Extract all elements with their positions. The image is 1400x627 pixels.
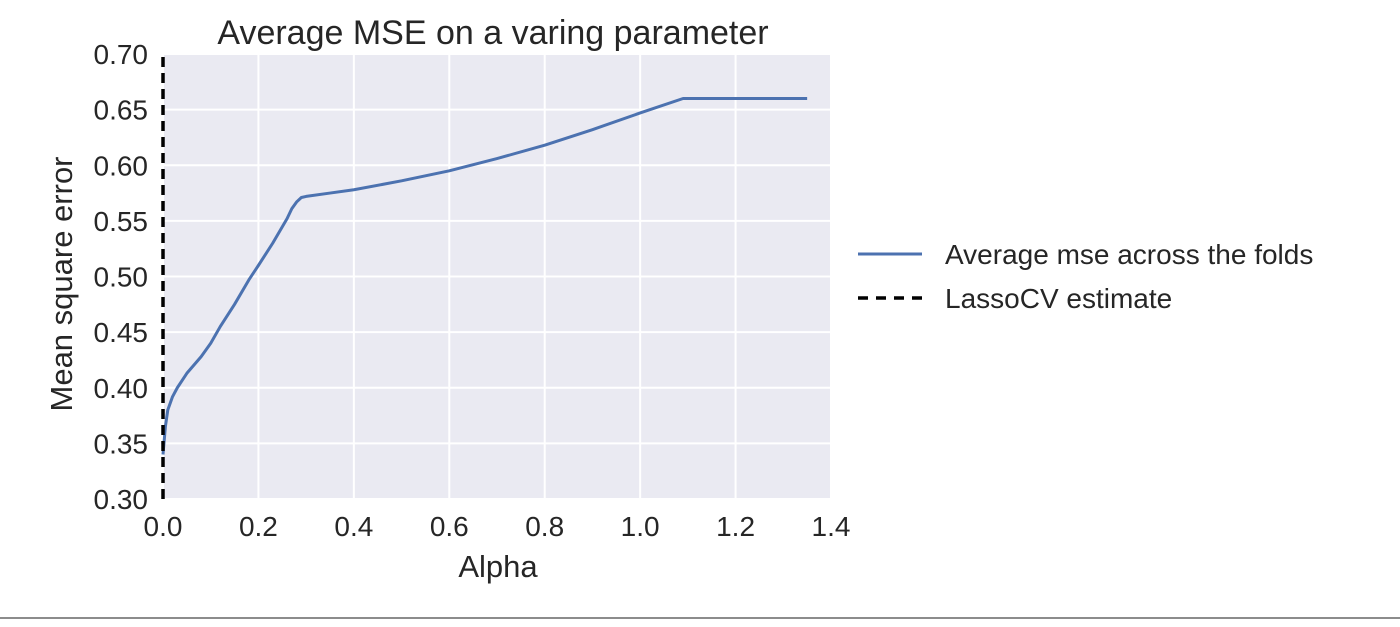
chart-title: Average MSE on a varing parameter: [217, 14, 768, 52]
legend-label: LassoCV estimate: [945, 283, 1172, 314]
x-tick-label: 0.8: [525, 511, 564, 542]
x-axis-label: Alpha: [458, 549, 538, 584]
y-axis-label: Mean square error: [44, 156, 79, 411]
y-tick-label: 0.70: [94, 39, 149, 70]
y-tick-label: 0.45: [94, 317, 149, 348]
series-layer: [161, 54, 808, 499]
average-mse-line: [161, 97, 808, 455]
x-tick-label: 1.2: [716, 511, 755, 542]
x-axis-ticks: 0.0 0.2 0.4 0.6 0.8 1.0 1.2 1.4: [144, 511, 851, 542]
y-tick-label: 0.60: [94, 150, 149, 181]
y-tick-label: 0.35: [94, 428, 149, 459]
x-tick-label: 1.0: [621, 511, 660, 542]
x-tick-label: 1.4: [812, 511, 851, 542]
y-axis-ticks: 0.30 0.35 0.40 0.45 0.50 0.55 0.60 0.65 0.70: [94, 39, 149, 515]
x-tick-label: 0.4: [334, 511, 373, 542]
x-tick-label: 0.0: [144, 511, 183, 542]
y-tick-label: 0.40: [94, 373, 149, 404]
legend: Average mse across the folds LassoCV esti…: [858, 239, 1313, 314]
y-tick-label: 0.30: [94, 484, 149, 515]
y-tick-label: 0.50: [94, 262, 149, 293]
grid-lines: [162, 53, 832, 500]
legend-label: Average mse across the folds: [945, 239, 1313, 270]
x-tick-label: 0.2: [239, 511, 278, 542]
bottom-divider: [0, 617, 1400, 619]
y-tick-label: 0.55: [94, 206, 149, 237]
y-tick-label: 0.65: [94, 95, 149, 126]
x-tick-label: 0.6: [430, 511, 469, 542]
